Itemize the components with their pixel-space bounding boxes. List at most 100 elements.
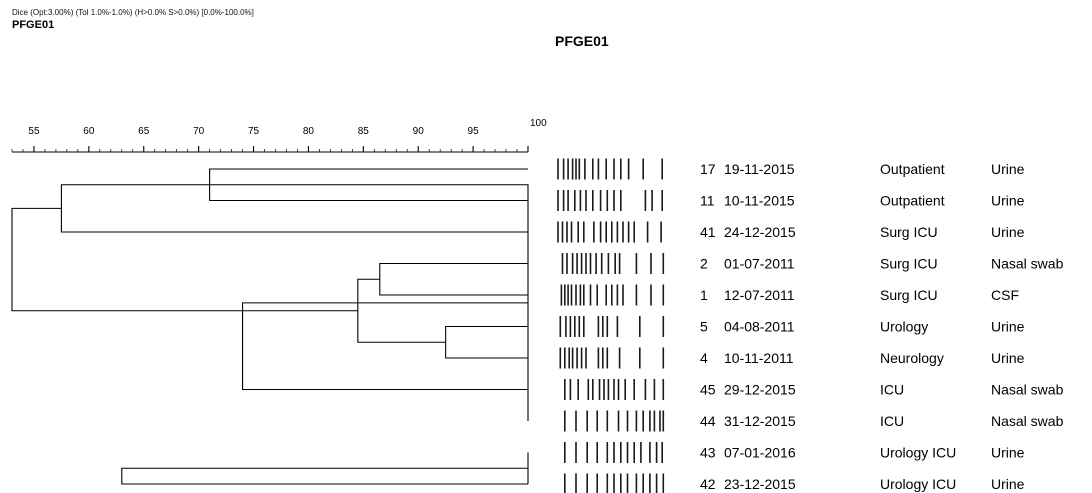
- gel-band: [616, 221, 619, 243]
- gel-band: [614, 253, 616, 274]
- similarity-scale: 55 60 65 70 75 80 85 90 95 100: [11, 118, 547, 153]
- isolate-specimen: Urine: [991, 161, 1025, 177]
- gel-band: [640, 442, 642, 463]
- gel-band: [616, 316, 619, 337]
- gel-band: [574, 190, 576, 211]
- gel-band: [642, 410, 644, 432]
- gel-band: [613, 473, 615, 493]
- dendrogram-branch: [379, 262, 528, 296]
- isolate-specimen: Urine: [991, 224, 1025, 240]
- gel-band: [606, 316, 609, 337]
- gel-band: [592, 158, 594, 180]
- gel-band: [662, 347, 665, 369]
- gel-band: [607, 253, 610, 274]
- isolate-specimen: Urine: [991, 193, 1025, 209]
- gel-band: [622, 221, 624, 243]
- isolate-id: 43: [700, 445, 716, 461]
- isolate-date: 19-11-2015: [724, 161, 795, 177]
- dendrogram-branch: [209, 184, 529, 421]
- analysis-parameters: Dice (Opt:3.00%) (Tol 1.0%-1.0%) (H>0.0%…: [12, 8, 254, 17]
- gel-band: [613, 190, 615, 211]
- gel-band: [557, 221, 559, 243]
- dendrogram-branch: [60, 184, 528, 233]
- gel-band: [564, 347, 566, 369]
- isolate-specimen: Urine: [991, 476, 1025, 492]
- isolate-ward: Neurology: [880, 350, 944, 366]
- gel-band: [596, 410, 598, 432]
- gel-band: [642, 473, 644, 493]
- isolate-ward: Surg ICU: [880, 287, 938, 303]
- gel-band: [635, 473, 638, 493]
- isolate-id: 1: [700, 287, 708, 303]
- gel-band: [611, 284, 613, 306]
- scale-tick-label: 80: [303, 126, 315, 137]
- gel-band: [662, 379, 665, 400]
- gel-band: [603, 379, 605, 400]
- gel-band: [571, 347, 574, 369]
- isolate-id: 42: [700, 476, 716, 492]
- gel-band: [586, 410, 588, 432]
- gel-band-patterns: [557, 158, 665, 493]
- gel-band: [584, 158, 586, 180]
- gel-band: [574, 316, 576, 337]
- gel-band: [566, 221, 568, 243]
- gel-band: [593, 221, 595, 243]
- gel-band: [661, 158, 663, 180]
- gel-band: [566, 253, 568, 274]
- gel-band: [613, 379, 615, 400]
- gel-band: [655, 473, 658, 493]
- scale-tick-label: 85: [358, 126, 370, 137]
- gel-band: [583, 221, 585, 243]
- gel-band: [567, 284, 569, 306]
- gel-band: [605, 221, 607, 243]
- gel-band: [564, 284, 566, 306]
- gel-band: [570, 221, 573, 243]
- gel-band: [597, 347, 600, 369]
- gel-band: [662, 316, 665, 337]
- isolate-ward: Urology: [880, 319, 928, 335]
- isolate-id: 2: [700, 256, 708, 272]
- gel-band: [618, 347, 621, 369]
- gel-band: [617, 379, 620, 400]
- gel-band: [587, 379, 590, 400]
- gel-band: [626, 473, 629, 493]
- gel-band: [620, 473, 622, 493]
- isolate-specimen: Urine: [991, 445, 1025, 461]
- gel-band: [650, 253, 652, 274]
- gel-band: [624, 379, 626, 400]
- isolate-date: 04-08-2011: [724, 319, 795, 335]
- dendrogram-branch: [445, 325, 528, 359]
- dendrogram-branch: [357, 278, 446, 343]
- gel-band: [649, 410, 651, 432]
- gel-band: [661, 442, 663, 463]
- gel-band: [569, 379, 572, 400]
- gel-band: [659, 410, 661, 432]
- gel-band: [567, 190, 569, 211]
- gel-band: [626, 442, 629, 463]
- scale-tick-label: 65: [138, 126, 150, 137]
- gel-band: [571, 253, 574, 274]
- isolate-specimen: Nasal swab: [991, 256, 1064, 272]
- gel-band: [635, 253, 638, 274]
- gel-band: [622, 284, 624, 306]
- isolate-specimen: Urine: [991, 319, 1025, 335]
- scale-tick-label: 75: [248, 126, 260, 137]
- gel-band: [662, 284, 665, 306]
- dendrogram-tree: [11, 168, 529, 485]
- scale-tick-label: 70: [193, 126, 205, 137]
- gel-band: [575, 442, 577, 463]
- gel-band: [606, 347, 609, 369]
- gel-band: [646, 221, 649, 243]
- scale-tick-label: 95: [468, 126, 480, 137]
- gel-band: [649, 442, 651, 463]
- gel-band: [605, 284, 607, 306]
- gel-band: [613, 158, 615, 180]
- gel-band: [597, 316, 600, 337]
- isolate-date: 10-11-2015: [724, 193, 795, 209]
- gel-band: [618, 253, 621, 274]
- gel-band: [564, 442, 566, 463]
- gel-band: [639, 316, 641, 337]
- gel-band: [606, 410, 609, 432]
- gel-band: [606, 190, 609, 211]
